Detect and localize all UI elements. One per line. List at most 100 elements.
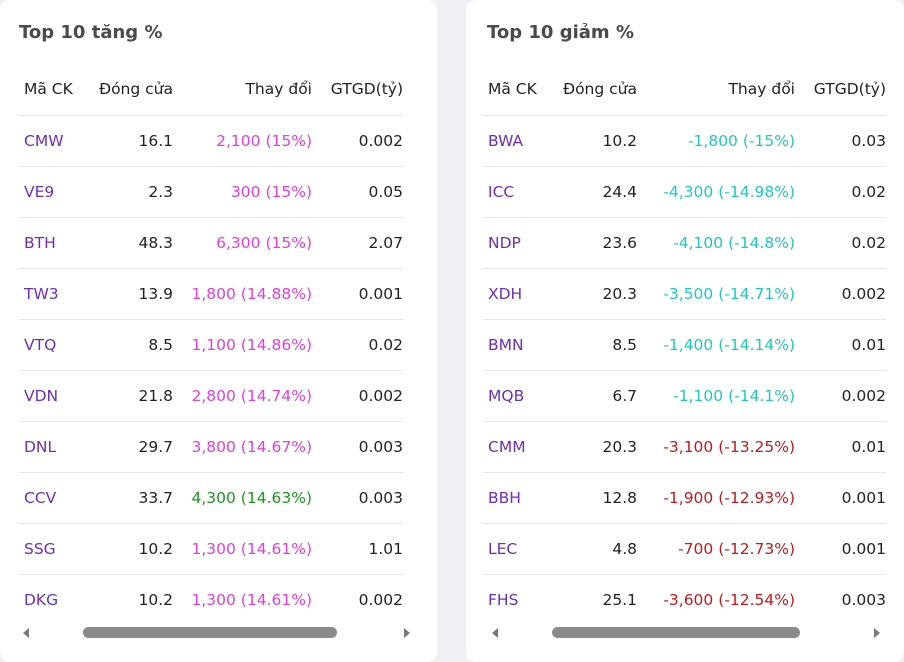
table-row[interactable]: DNL 29.7 3,800 (14.67%) 0.003	[19, 421, 403, 473]
trade-value: 0.002	[358, 590, 403, 609]
stock-code-link[interactable]: NDP	[483, 217, 545, 269]
table-row[interactable]: CCV 33.7 4,300 (14.63%) 0.003	[19, 472, 403, 524]
price-change: 4,300 (14.63%)	[173, 472, 312, 524]
price-change: 300 (15%)	[173, 166, 312, 218]
table-row[interactable]: XDH 20.3 -3,500 (-14.71%) 0.002	[483, 268, 886, 320]
stock-code-link[interactable]: MQB	[483, 370, 545, 422]
stock-code-link[interactable]: BWA	[483, 115, 545, 167]
trade-value: 0.03	[795, 115, 886, 167]
trade-value: 0.002	[795, 268, 886, 320]
table-row[interactable]: MQB 6.7 -1,100 (-14.1%) 0.002	[483, 370, 886, 422]
table-header-row: Mã CK Đóng cửa Thay đổi GTGD(tỷ)	[19, 64, 403, 116]
header-change: Thay đổi	[173, 64, 312, 116]
scroll-right-arrow-icon[interactable]	[404, 628, 410, 638]
stock-code-link[interactable]: VE9	[19, 166, 81, 218]
price-change: 1,800 (14.88%)	[173, 268, 312, 320]
scroll-left-arrow-icon[interactable]	[23, 628, 29, 638]
trade-value: 0.001	[312, 268, 403, 320]
close-price: 4.8	[545, 523, 637, 575]
stock-code-link[interactable]: DKG	[24, 590, 59, 609]
close-price: 12.8	[545, 472, 637, 524]
price-change: 1,100 (14.86%)	[173, 319, 312, 371]
table-row[interactable]: ICC 24.4 -4,300 (-14.98%) 0.02	[483, 166, 886, 218]
price-change: -3,100 (-13.25%)	[637, 421, 795, 473]
close-price: 24.4	[545, 166, 637, 218]
table-row[interactable]: DKG 10.2 1,300 (14.61%) 0.002	[19, 574, 403, 625]
trade-value: 0.01	[795, 319, 886, 371]
scroll-left-arrow-icon[interactable]	[492, 628, 498, 638]
table-row[interactable]: SSG 10.2 1,300 (14.61%) 1.01	[19, 523, 403, 575]
price-change: 3,800 (14.67%)	[173, 421, 312, 473]
trade-value: 0.001	[795, 523, 886, 575]
trade-value: 0.05	[312, 166, 403, 218]
header-code: Mã CK	[483, 64, 545, 116]
table-row[interactable]: BTH 48.3 6,300 (15%) 2.07	[19, 217, 403, 269]
top-losers-card: Top 10 giảm % Mã CK Đóng cửa Thay đổi GT…	[466, 0, 904, 662]
close-price: 21.8	[81, 370, 173, 422]
stock-code-link[interactable]: BMN	[483, 319, 545, 371]
close-price: 25.1	[602, 590, 637, 609]
header-change: Thay đổi	[637, 64, 795, 116]
top-gainers-title: Top 10 tăng %	[19, 22, 163, 43]
stock-code-link[interactable]: BBH	[483, 472, 545, 524]
header-close: Đóng cửa	[545, 64, 637, 116]
price-change: 6,300 (15%)	[173, 217, 312, 269]
trade-value: 0.01	[795, 421, 886, 473]
table-row[interactable]: TW3 13.9 1,800 (14.88%) 0.001	[19, 268, 403, 320]
close-price: 6.7	[545, 370, 637, 422]
price-change: 1,300 (14.61%)	[191, 590, 313, 609]
price-change: -4,100 (-14.8%)	[637, 217, 795, 269]
top-gainers-card: Top 10 tăng % Mã CK Đóng cửa Thay đổi GT…	[0, 0, 437, 662]
price-change: 1,300 (14.61%)	[173, 523, 312, 575]
trade-value: 0.002	[795, 370, 886, 422]
table-row[interactable]: VTQ 8.5 1,100 (14.86%) 0.02	[19, 319, 403, 371]
horizontal-scrollbar[interactable]	[488, 624, 886, 642]
scrollbar-thumb[interactable]	[83, 627, 337, 638]
table-row[interactable]: BWA 10.2 -1,800 (-15%) 0.03	[483, 115, 886, 167]
table-row[interactable]: CMM 20.3 -3,100 (-13.25%) 0.01	[483, 421, 886, 473]
scroll-right-arrow-icon[interactable]	[874, 628, 880, 638]
trade-value: 0.003	[312, 472, 403, 524]
table-row[interactable]: BMN 8.5 -1,400 (-14.14%) 0.01	[483, 319, 886, 371]
stock-code-link[interactable]: SSG	[19, 523, 81, 575]
stock-code-link[interactable]: TW3	[19, 268, 81, 320]
close-price: 16.1	[81, 115, 173, 167]
price-change: 2,100 (15%)	[173, 115, 312, 167]
scrollbar-thumb[interactable]	[552, 627, 800, 638]
close-price: 33.7	[81, 472, 173, 524]
table-row[interactable]: VDN 21.8 2,800 (14.74%) 0.002	[19, 370, 403, 422]
close-price: 29.7	[81, 421, 173, 473]
table-row[interactable]: FHS 25.1 -3,600 (-12.54%) 0.003	[483, 574, 886, 625]
stock-code-link[interactable]: CMW	[19, 115, 81, 167]
price-change: -3,500 (-14.71%)	[637, 268, 795, 320]
table-header-row: Mã CK Đóng cửa Thay đổi GTGD(tỷ)	[483, 64, 886, 116]
table-row[interactable]: BBH 12.8 -1,900 (-12.93%) 0.001	[483, 472, 886, 524]
trade-value: 1.01	[312, 523, 403, 575]
table-row[interactable]: VE9 2.3 300 (15%) 0.05	[19, 166, 403, 218]
table-row[interactable]: LEC 4.8 -700 (-12.73%) 0.001	[483, 523, 886, 575]
close-price: 2.3	[81, 166, 173, 218]
trade-value: 2.07	[312, 217, 403, 269]
trade-value: 0.001	[795, 472, 886, 524]
header-close: Đóng cửa	[81, 64, 173, 116]
stock-code-link[interactable]: VTQ	[19, 319, 81, 371]
header-value: GTGD(tỷ)	[795, 64, 886, 116]
stock-code-link[interactable]: LEC	[483, 523, 545, 575]
trade-value: 0.02	[312, 319, 403, 371]
stock-code-link[interactable]: ICC	[483, 166, 545, 218]
stock-code-link[interactable]: CCV	[19, 472, 81, 524]
top-gainers-rows: CMW 16.1 2,100 (15%) 0.002 VE9 2.3 300 (15%) 0.…	[19, 115, 403, 625]
header-value: GTGD(tỷ)	[312, 64, 403, 116]
horizontal-scrollbar[interactable]	[19, 624, 416, 642]
table-row[interactable]: CMW 16.1 2,100 (15%) 0.002	[19, 115, 403, 167]
price-change: -4,300 (-14.98%)	[637, 166, 795, 218]
stock-code-link[interactable]: FHS	[488, 590, 519, 609]
stock-code-link[interactable]: BTH	[19, 217, 81, 269]
stock-code-link[interactable]: DNL	[19, 421, 81, 473]
trade-value: 0.003	[312, 421, 403, 473]
table-row[interactable]: NDP 23.6 -4,100 (-14.8%) 0.02	[483, 217, 886, 269]
stock-code-link[interactable]: VDN	[19, 370, 81, 422]
price-change: -1,900 (-12.93%)	[637, 472, 795, 524]
stock-code-link[interactable]: CMM	[483, 421, 545, 473]
stock-code-link[interactable]: XDH	[483, 268, 545, 320]
